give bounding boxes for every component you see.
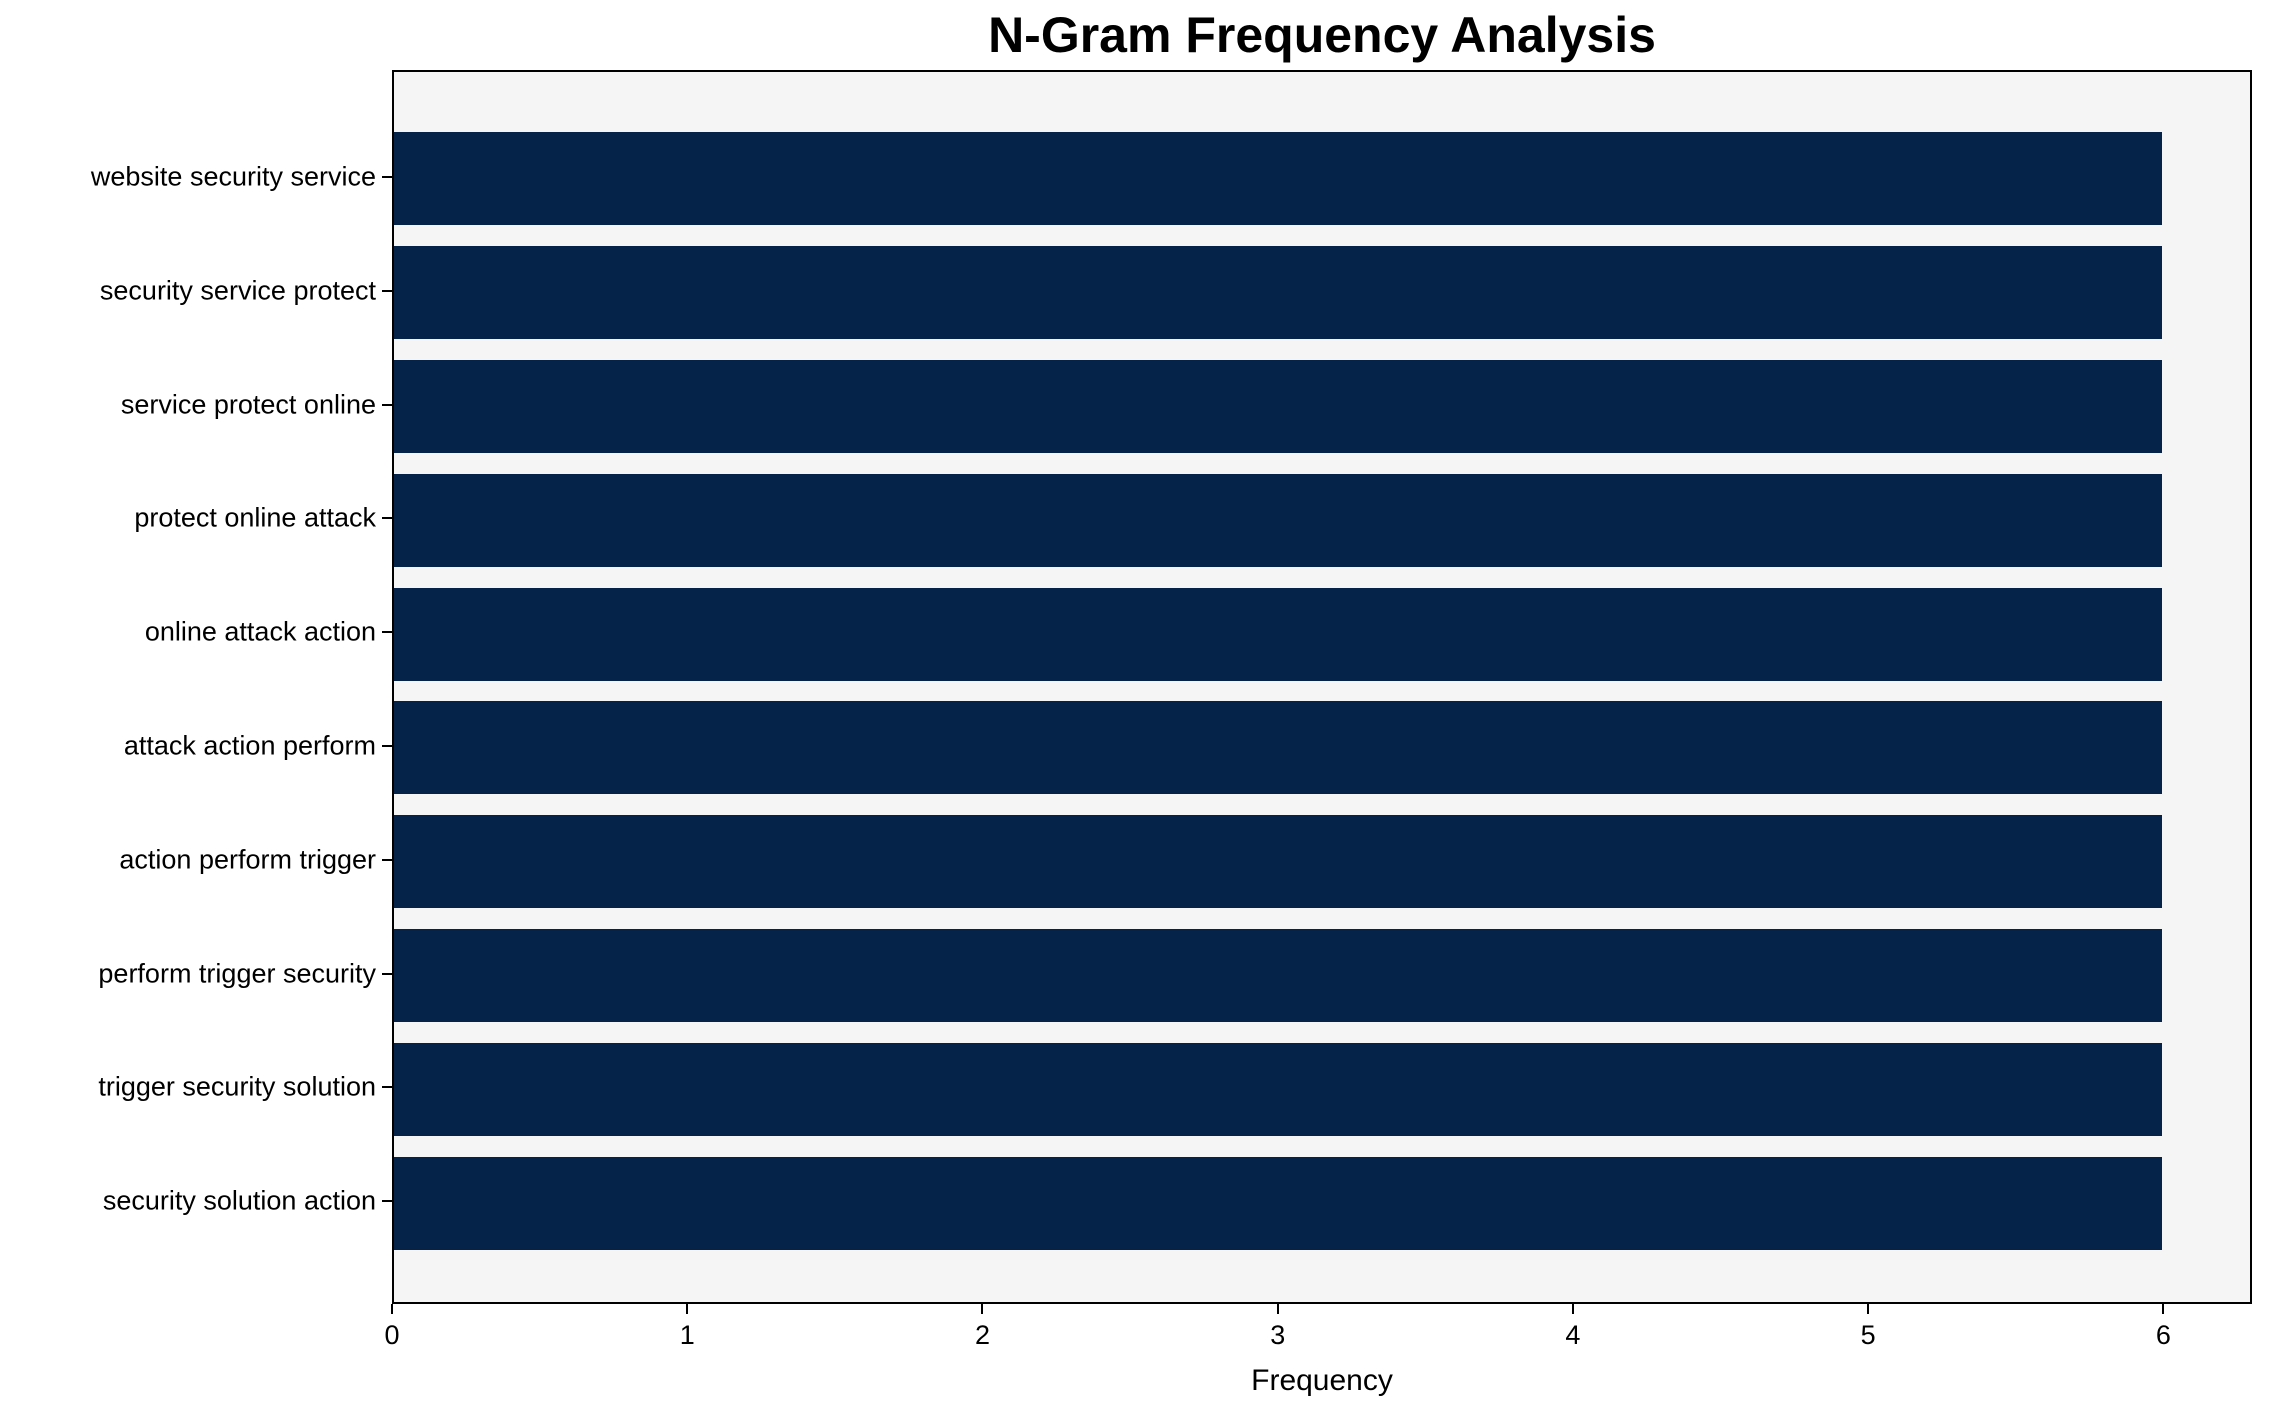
y-tick-label: attack action perform (123, 730, 376, 761)
x-tick-mark (1276, 1304, 1279, 1314)
y-tick-label: action perform trigger (119, 844, 376, 875)
y-tick-label: perform trigger security (98, 958, 376, 988)
x-tick-label: 0 (384, 1320, 400, 1350)
y-tick-mark (382, 1086, 392, 1089)
bar (394, 587, 2162, 681)
x-tick-mark (1571, 1304, 1574, 1314)
y-tick-mark (382, 517, 392, 520)
y-tick-mark (382, 972, 392, 975)
plot-area (392, 70, 2252, 1304)
x-tick-label: 5 (1860, 1320, 1876, 1350)
bar (394, 360, 2162, 453)
y-tick-mark (382, 631, 392, 634)
x-tick-label: 4 (1565, 1320, 1581, 1350)
y-tick-mark (382, 403, 392, 406)
y-tick-label: protect online attack (134, 502, 376, 533)
y-tick-label: trigger security solution (98, 1071, 376, 1102)
x-axis-title: Frequency (1251, 1364, 1393, 1397)
x-tick-label: 2 (974, 1320, 990, 1350)
y-tick-mark (382, 858, 392, 861)
bar (394, 1156, 2162, 1250)
x-tick-mark (391, 1304, 393, 1314)
x-tick-label: 3 (1270, 1320, 1286, 1350)
x-tick-label: 6 (2155, 1320, 2171, 1350)
bar (394, 246, 2162, 340)
bar (394, 701, 2162, 795)
x-tick-mark (686, 1304, 689, 1314)
y-tick-label: security service protect (99, 275, 376, 306)
bar (394, 473, 2162, 567)
y-tick-mark (382, 175, 392, 178)
y-tick-mark (382, 289, 392, 292)
x-tick-mark (2162, 1304, 2165, 1314)
y-tick-label: service protect online (120, 389, 376, 419)
y-tick-label: website security service (90, 161, 376, 192)
y-tick-label: security solution action (102, 1185, 376, 1216)
y-tick-label: online attack action (144, 616, 376, 647)
bar (394, 815, 2162, 909)
y-tick-mark (382, 744, 392, 747)
x-tick-mark (981, 1304, 984, 1314)
y-tick-mark (382, 1200, 392, 1203)
x-tick-mark (1867, 1304, 1870, 1314)
x-tick-label: 1 (679, 1320, 695, 1350)
chart-title: N-Gram Frequency Analysis (988, 7, 1656, 63)
bar (394, 132, 2162, 226)
bar (394, 929, 2162, 1022)
bar (394, 1042, 2162, 1136)
